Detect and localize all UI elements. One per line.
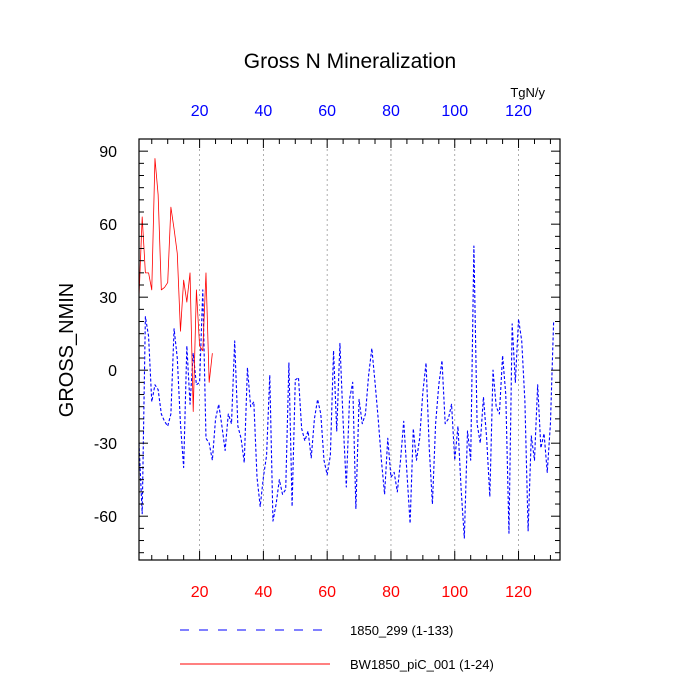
- legend-label-1: 1850_299 (1-133): [350, 623, 453, 638]
- tick-labels: 20 20 40 40 60 60 80 80 100 100 120 120 90 60 30 0 -30 -6…: [94, 103, 532, 601]
- x-tick-label-bottom: 100: [441, 584, 468, 601]
- y-axis-label: GROSS_NMIN: [56, 283, 78, 417]
- x-tick-label-top: 80: [382, 103, 400, 120]
- y-tick-label: 30: [99, 290, 117, 307]
- series-line-1: [138, 245, 555, 539]
- x-tick-label-top: 100: [441, 103, 468, 120]
- x-tick-label-bottom: 120: [505, 584, 532, 601]
- x-tick-label-bottom: 20: [191, 584, 209, 601]
- units-label: TgN/y: [510, 85, 545, 100]
- legend-label-2: BW1850_piC_001 (1-24): [350, 657, 494, 672]
- y-tick-label: -30: [94, 436, 117, 453]
- series-line-2: [138, 158, 213, 412]
- series-layer: [138, 158, 555, 539]
- y-tick-label: 0: [108, 363, 117, 380]
- x-tick-label-bottom: 40: [254, 584, 272, 601]
- x-tick-label-top: 120: [505, 103, 532, 120]
- x-tick-label-bottom: 80: [382, 584, 400, 601]
- y-tick-label: 60: [99, 217, 117, 234]
- axes: [138, 138, 561, 561]
- y-tick-label: -60: [94, 509, 117, 526]
- x-tick-label-bottom: 60: [318, 584, 336, 601]
- grid-lines: [199, 139, 519, 560]
- legend: 1850_299 (1-133) BW1850_piC_001 (1-24): [180, 623, 494, 672]
- plot-frame: [138, 138, 561, 561]
- y-tick-label: 90: [99, 144, 117, 161]
- x-tick-label-top: 60: [318, 103, 336, 120]
- chart-title: Gross N Mineralization: [244, 50, 456, 73]
- x-tick-label-top: 20: [191, 103, 209, 120]
- x-tick-label-top: 40: [254, 103, 272, 120]
